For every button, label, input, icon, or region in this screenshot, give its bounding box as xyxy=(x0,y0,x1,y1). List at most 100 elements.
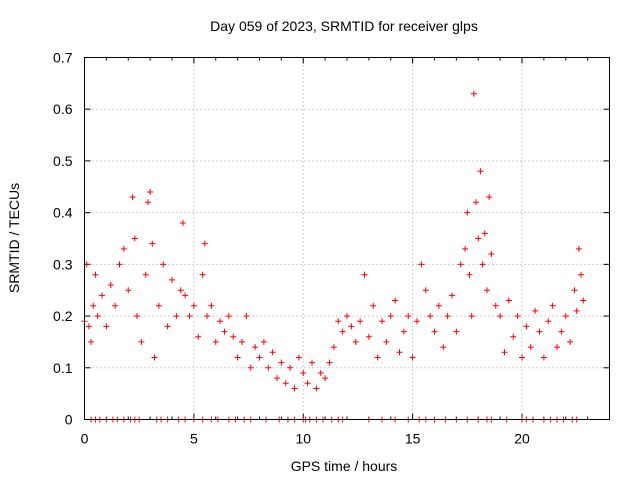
data-point xyxy=(287,364,294,371)
x-tick-label: 5 xyxy=(190,431,198,447)
data-point xyxy=(440,344,447,351)
data-point xyxy=(409,354,416,361)
data-point xyxy=(112,302,119,309)
data-point xyxy=(260,338,267,345)
data-point xyxy=(580,297,587,304)
y-tick-label: 0.4 xyxy=(53,205,73,221)
x-tick-label: 10 xyxy=(295,431,311,447)
data-point xyxy=(449,292,455,299)
data-point xyxy=(177,287,184,294)
data-point xyxy=(370,302,377,309)
data-point xyxy=(405,313,412,320)
data-point xyxy=(234,354,241,361)
data-point xyxy=(85,323,92,330)
data-point xyxy=(99,292,105,299)
data-point xyxy=(217,318,224,325)
data-point xyxy=(164,323,171,330)
data-point xyxy=(479,261,486,268)
gridlines xyxy=(84,57,610,420)
data-point xyxy=(138,338,145,345)
data-point xyxy=(532,307,539,314)
data-point xyxy=(313,385,320,392)
data-point xyxy=(94,313,101,320)
data-point xyxy=(383,338,390,345)
data-point xyxy=(571,287,578,294)
data-point xyxy=(142,271,149,278)
data-point xyxy=(239,338,245,345)
data-point xyxy=(147,188,154,195)
data-point xyxy=(578,271,585,278)
data-point xyxy=(387,313,394,320)
data-point xyxy=(510,333,517,340)
data-point xyxy=(195,333,202,340)
x-tick-label: 15 xyxy=(405,431,421,447)
data-point xyxy=(464,209,471,216)
data-point xyxy=(269,349,276,356)
data-point xyxy=(365,333,372,340)
data-point xyxy=(129,194,136,201)
data-point xyxy=(190,302,197,309)
data-point xyxy=(155,302,162,309)
y-tick-label: 0.6 xyxy=(53,101,73,117)
data-point xyxy=(481,230,488,237)
data-point xyxy=(523,323,530,330)
y-tick-label: 0 xyxy=(65,412,73,428)
data-point xyxy=(326,359,333,366)
data-point xyxy=(335,318,342,325)
data-point xyxy=(90,302,97,309)
data-point xyxy=(562,313,569,320)
data-point xyxy=(486,194,493,201)
data-point xyxy=(470,90,477,97)
data-point xyxy=(477,168,484,175)
y-tick-label: 0.3 xyxy=(53,256,73,272)
data-point xyxy=(225,313,232,320)
data-point xyxy=(322,375,329,382)
data-point xyxy=(468,313,475,320)
data-point xyxy=(457,261,464,268)
data-point xyxy=(160,261,167,268)
y-tick-label: 0.7 xyxy=(53,50,73,66)
data-point xyxy=(179,219,186,226)
data-point xyxy=(116,261,123,268)
data-point xyxy=(392,297,399,304)
data-point xyxy=(291,385,298,392)
data-point xyxy=(103,323,110,330)
data-point xyxy=(199,271,206,278)
data-point xyxy=(374,354,381,361)
data-point xyxy=(252,344,259,351)
data-point xyxy=(414,318,420,325)
plot-frame xyxy=(84,57,610,420)
data-point xyxy=(256,354,263,361)
data-point xyxy=(418,261,425,268)
data-point xyxy=(339,328,346,335)
data-point xyxy=(519,354,525,361)
data-point xyxy=(120,245,127,252)
data-point xyxy=(309,359,315,366)
data-point xyxy=(149,240,156,247)
data-point xyxy=(344,313,350,320)
data-point xyxy=(186,313,193,320)
data-point xyxy=(431,328,438,335)
data-point xyxy=(274,375,280,382)
data-point xyxy=(125,287,132,294)
data-point xyxy=(92,271,99,278)
data-point xyxy=(317,369,324,376)
x-tick-label: 20 xyxy=(514,431,530,447)
data-point xyxy=(396,349,403,356)
data-point xyxy=(357,318,364,325)
data-point xyxy=(549,302,556,309)
data-point xyxy=(484,287,490,294)
data-point xyxy=(573,307,580,314)
data-point xyxy=(453,328,460,335)
data-point xyxy=(230,333,237,340)
data-point xyxy=(462,245,469,252)
data-point xyxy=(435,302,442,309)
data-point xyxy=(527,344,534,351)
data-point xyxy=(265,364,272,371)
data-point xyxy=(554,344,560,351)
data-point xyxy=(400,328,407,335)
data-point xyxy=(131,235,138,242)
data-point xyxy=(475,235,482,242)
data-point xyxy=(300,369,307,376)
